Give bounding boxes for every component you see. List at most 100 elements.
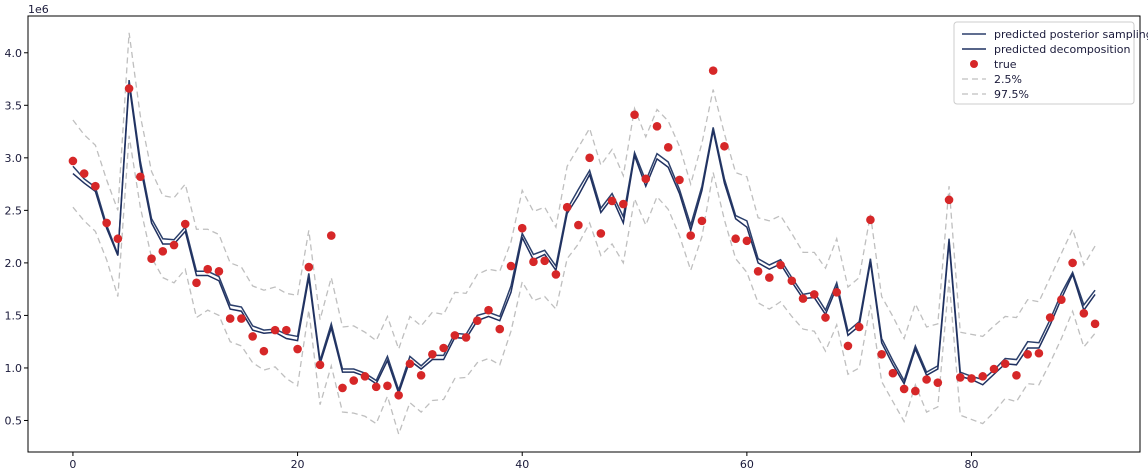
true-point — [1000, 359, 1010, 369]
true-point — [360, 372, 370, 381]
quantile-line-4 — [72, 32, 1096, 352]
true-point — [652, 122, 662, 131]
true-point — [798, 294, 808, 303]
true-point — [630, 110, 639, 120]
true-point — [147, 254, 156, 263]
true-point — [1012, 371, 1021, 380]
true-point — [349, 376, 359, 385]
true-point — [899, 384, 909, 394]
true-point — [472, 316, 482, 325]
x-tick-label: 20 — [291, 458, 305, 471]
true-point — [1068, 258, 1077, 268]
true-point — [371, 382, 381, 392]
true-point — [551, 270, 561, 279]
true-point — [1045, 313, 1055, 322]
true-point — [585, 153, 594, 163]
true-point — [169, 240, 179, 250]
true-point — [967, 374, 976, 383]
true-point — [1023, 349, 1032, 359]
x-tick-label: 60 — [740, 458, 754, 471]
true-point — [214, 267, 224, 276]
true-point — [79, 169, 89, 178]
true-point — [911, 386, 920, 396]
true-point — [259, 346, 269, 356]
true-point — [248, 332, 257, 341]
true-point — [282, 325, 291, 335]
true-point — [832, 288, 842, 297]
true-point — [663, 143, 673, 152]
true-point — [293, 344, 302, 354]
y-tick-label: 2.0 — [5, 257, 23, 270]
legend-label: predicted decomposition — [994, 43, 1131, 56]
prediction-line-0 — [72, 79, 1096, 393]
true-point — [843, 341, 853, 351]
x-tick-label: 40 — [515, 458, 529, 471]
true-point — [450, 331, 460, 340]
true-point — [416, 371, 426, 380]
legend: predicted posterior sampling predicted de… — [953, 21, 1148, 105]
true-point — [933, 378, 943, 387]
true-point — [619, 199, 628, 209]
y-tick-label: 4.0 — [5, 47, 23, 60]
true-point — [955, 373, 965, 382]
true-point — [439, 343, 448, 353]
true-point — [394, 390, 403, 400]
true-point — [484, 305, 493, 315]
true-point — [742, 236, 752, 246]
true-point — [326, 231, 336, 240]
true-point — [731, 234, 740, 244]
true-point — [641, 174, 651, 184]
legend-label: predicted posterior sampling — [994, 28, 1148, 41]
true-point — [562, 202, 572, 212]
y-tick-label: 1.5 — [5, 309, 23, 322]
true-point — [989, 364, 999, 374]
true-point — [708, 66, 718, 75]
prediction-line-1 — [72, 84, 1096, 396]
y-tick-label: 0.5 — [5, 414, 23, 427]
true-point — [854, 322, 864, 332]
true-point — [495, 324, 505, 334]
true-point — [338, 383, 347, 393]
true-point — [922, 375, 931, 384]
x-tick-label: 0 — [69, 458, 76, 471]
true-point — [596, 229, 606, 238]
true-point — [697, 216, 707, 226]
true-point — [888, 368, 898, 378]
true-point — [529, 257, 538, 267]
true-point — [607, 196, 617, 206]
true-point — [383, 381, 392, 391]
true-point — [574, 220, 583, 230]
axes: 0 20 40 60 80 0.5 1.0 1.5 2.0 2.5 3.0 3.5 4.0 — [5, 15, 1141, 471]
true-point — [136, 172, 145, 182]
true-point — [304, 262, 314, 272]
legend-box — [953, 21, 1135, 105]
true-point — [113, 234, 123, 244]
true-point — [428, 349, 437, 359]
true-point — [866, 215, 875, 225]
true-point — [203, 264, 213, 274]
true-point — [225, 314, 235, 323]
true-point — [1090, 319, 1100, 329]
true-point — [91, 181, 100, 191]
true-point — [405, 359, 415, 369]
true-point — [1034, 348, 1044, 358]
legend-label: true — [994, 58, 1017, 71]
y-tick-label: 2.5 — [5, 204, 23, 217]
true-point — [124, 84, 134, 93]
true-point — [776, 260, 785, 270]
true-point — [237, 314, 246, 323]
true-point — [270, 325, 280, 335]
true-point — [461, 333, 471, 342]
true-point — [180, 219, 190, 229]
plot-area — [68, 32, 1100, 437]
true-point — [944, 195, 954, 205]
true-point — [517, 223, 527, 233]
true-point — [68, 156, 78, 166]
true-point — [192, 278, 201, 288]
legend-label: 2.5% — [994, 73, 1022, 86]
axes-frame — [27, 15, 1141, 453]
true-point — [102, 218, 111, 228]
y-tick-label: 3.0 — [5, 152, 23, 165]
true-point — [540, 256, 549, 266]
